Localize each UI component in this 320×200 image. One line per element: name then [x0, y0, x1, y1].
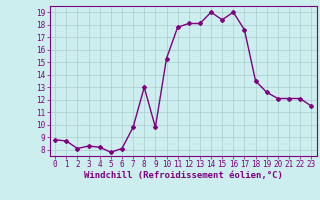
X-axis label: Windchill (Refroidissement éolien,°C): Windchill (Refroidissement éolien,°C)	[84, 171, 283, 180]
